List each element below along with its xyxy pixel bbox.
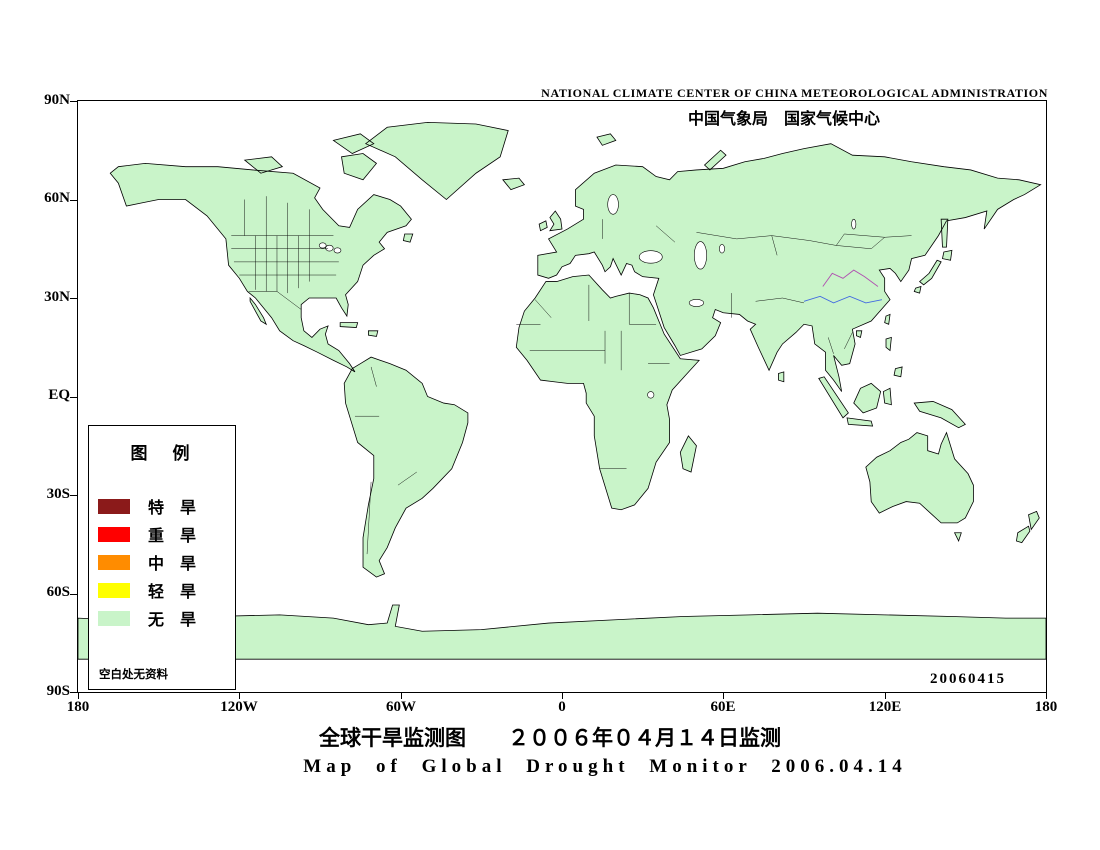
legend-no-data-note: 空白处无资料 [99,669,168,681]
drought-spot-philippines-light [894,362,900,369]
persian-gulf [689,299,704,306]
lat-tick-label-60s: 60S [46,584,70,600]
lake-michigan-huron [326,245,334,251]
legend-item-light: 轻 旱 [98,580,235,601]
drought-spot-philippines-moderate [895,363,899,367]
lon-tick-mark [723,692,724,699]
rivers-layer [804,270,882,303]
legend-label-none: 无 旱 [148,612,197,629]
lake-superior [319,243,326,248]
lon-tick-mark [885,692,886,699]
map-datestamp: 20060415 [930,671,1006,687]
legend-label-extreme: 特 旱 [148,500,197,517]
map-title-english: Map of Global Drought Monitor 2006.04.14 [303,756,907,777]
lon-tick-label-180e: 180 [1034,699,1058,715]
lat-tick-label-60n: 60N [44,190,70,206]
legend-box: 图 例 特 旱 重 旱 中 旱 轻 旱 无 旱 空白处无资料 [88,425,236,690]
lon-tick-mark [239,692,240,699]
country-borders-layer [231,196,911,554]
baltic-sea [608,195,619,215]
lat-tick-label-30s: 30S [46,486,70,502]
lake-victoria [648,392,654,399]
lat-tick-label-90s: 90S [46,683,70,699]
lat-tick-label-30n: 30N [44,289,70,305]
lon-tick-label-60w: 60W [386,699,416,715]
aral-sea [719,244,724,253]
legend-rows: 特 旱 重 旱 中 旱 轻 旱 无 旱 [98,496,235,629]
lakes-layer [319,195,856,399]
lat-tick-mark [70,101,77,102]
lat-tick-mark [70,298,77,299]
lat-tick-mark [70,200,77,201]
legend-label-light: 轻 旱 [148,584,197,601]
lat-tick-mark [70,594,77,595]
legend-item-moderate: 中 旱 [98,552,235,573]
map-title-chinese: 全球干旱监测图 ２００６年０４月１４日监测 [319,726,781,750]
lon-tick-mark [562,692,563,699]
agency-name-english: NATIONAL CLIMATE CENTER OF CHINA METEORO… [541,86,1048,100]
legend-label-severe: 重 旱 [148,528,197,545]
legend-swatch-moderate [98,554,130,570]
lake-erie-ontario [334,248,341,253]
yellow-river [823,270,878,286]
lat-tick-mark [70,397,77,398]
lat-tick-mark [70,495,77,496]
lon-tick-mark [1046,692,1047,699]
caspian-sea [694,242,706,270]
legend-title: 图 例 [130,444,194,463]
world-map-svg [78,120,1046,661]
lon-tick-label-0: 0 [558,699,566,715]
lon-tick-label-180w: 180 [66,699,90,715]
legend-item-none: 无 旱 [98,608,235,629]
yangtze-river [804,296,882,303]
lon-tick-label-60e: 60E [710,699,736,715]
legend-swatch-severe [98,526,130,542]
borders [231,196,911,554]
legend-swatch-none [98,610,130,626]
legend-swatch-extreme [98,498,130,514]
drought-spot-japan-light [934,274,940,279]
lon-tick-label-120w: 120W [220,699,258,715]
lake-baikal [852,219,856,229]
lon-tick-label-120e: 120E [868,699,902,715]
legend-item-severe: 重 旱 [98,524,235,545]
lon-tick-mark [401,692,402,699]
agency-name-chinese: 中国气象局 国家气候中心 [687,111,880,128]
lat-tick-label-90n: 90N [44,92,70,108]
lon-tick-mark [78,692,79,699]
legend-item-extreme: 特 旱 [98,496,235,517]
lat-tick-label-eq: EQ [48,387,70,403]
world-map [70,100,1047,699]
black-sea [639,251,662,263]
lat-tick-mark [70,692,77,693]
legend-label-moderate: 中 旱 [148,556,197,573]
legend-swatch-light [98,582,130,598]
